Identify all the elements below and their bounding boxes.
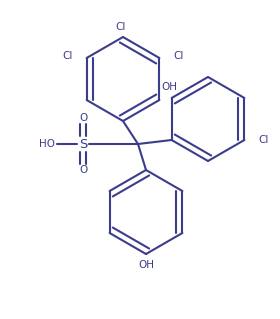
Text: OH: OH — [162, 82, 178, 92]
Text: Cl: Cl — [258, 135, 269, 145]
Text: O: O — [79, 113, 87, 123]
Text: OH: OH — [138, 260, 154, 270]
Text: Cl: Cl — [173, 51, 184, 61]
Text: Cl: Cl — [62, 51, 73, 61]
Text: Cl: Cl — [116, 22, 126, 32]
Text: HO: HO — [39, 139, 55, 149]
Text: S: S — [79, 137, 87, 151]
Text: O: O — [79, 165, 87, 175]
